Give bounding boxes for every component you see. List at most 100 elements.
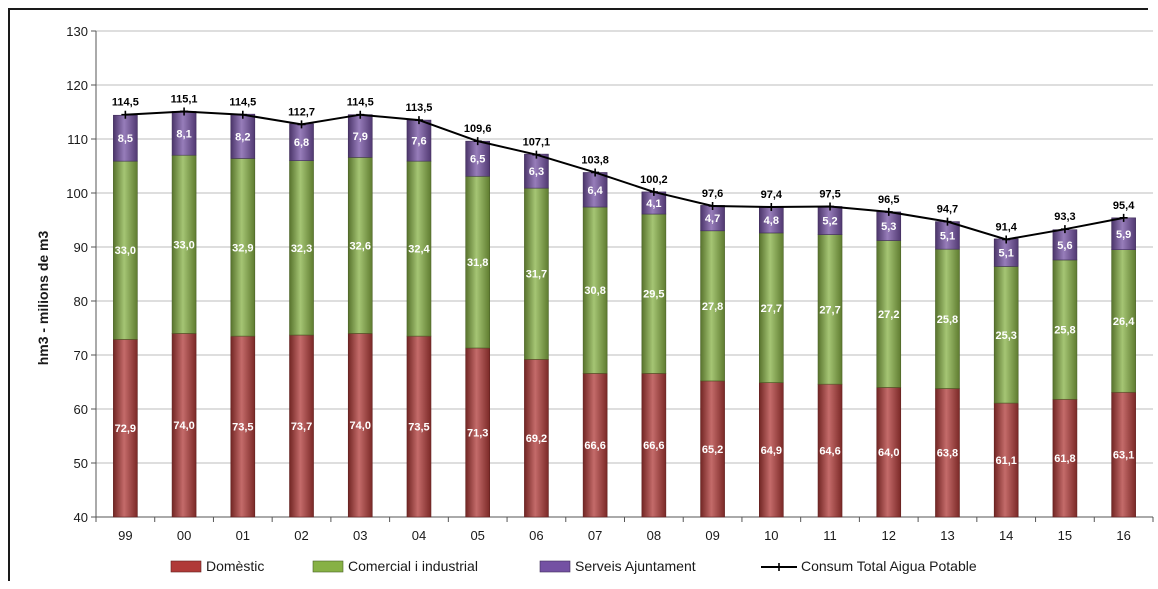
data-label: 5,1 <box>940 230 955 242</box>
x-tick-label: 04 <box>412 528 426 543</box>
x-tick-label: 09 <box>705 528 719 543</box>
data-label: 64,9 <box>761 445 782 457</box>
total-label: 100,2 <box>640 174 668 186</box>
bar-segment <box>465 140 490 177</box>
bar-segment <box>817 206 843 235</box>
x-tick-label: 16 <box>1116 528 1130 543</box>
x-tick-label: 11 <box>823 528 837 543</box>
bar-segment <box>113 160 138 340</box>
total-label: 114,5 <box>112 97 139 109</box>
total-label: 93,3 <box>1054 211 1075 223</box>
bar-segment <box>1052 259 1078 400</box>
bar-segment <box>113 114 138 162</box>
data-label: 6,8 <box>294 137 309 149</box>
bar-segment <box>171 154 197 334</box>
y-tick-label: 70 <box>74 348 88 363</box>
legend-swatch <box>539 560 571 573</box>
data-label: 29,5 <box>643 289 664 301</box>
total-label: 103,8 <box>581 154 609 166</box>
bar-segment <box>935 248 960 389</box>
line-marker <box>356 110 365 119</box>
data-label: 66,6 <box>643 440 664 452</box>
data-label: 64,6 <box>819 446 840 458</box>
data-label: 73,5 <box>408 422 429 434</box>
data-label: 5,1 <box>999 248 1014 260</box>
data-label: 5,6 <box>1057 240 1072 252</box>
total-label: 91,4 <box>995 221 1017 233</box>
data-label: 74,0 <box>173 420 194 432</box>
bar-segment <box>935 388 960 518</box>
bar-segment <box>524 359 549 518</box>
total-label: 97,6 <box>702 188 723 200</box>
legend-label: Serveis Ajuntament <box>575 558 696 574</box>
bar-segment <box>289 160 314 336</box>
line-marker <box>473 137 482 146</box>
data-label: 8,5 <box>118 133 133 145</box>
data-label: 32,4 <box>408 244 430 256</box>
data-label: 6,5 <box>470 154 485 166</box>
data-label: 7,6 <box>411 136 426 148</box>
bar-segment <box>1111 249 1136 393</box>
data-label: 25,8 <box>1054 325 1075 337</box>
bar-segment <box>230 335 256 518</box>
bar-segment <box>1111 391 1136 518</box>
bar-segment <box>465 175 490 349</box>
data-label: 27,8 <box>702 301 723 313</box>
bar-segment <box>582 206 608 374</box>
total-label: 114,5 <box>229 97 256 109</box>
line-marker <box>708 201 717 210</box>
y-tick-label: 110 <box>67 132 88 147</box>
y-tick-label: 100 <box>66 186 88 201</box>
bar-segment <box>171 333 197 518</box>
legend-label: Comercial i industrial <box>348 558 478 574</box>
y-tick-label: 50 <box>74 456 88 471</box>
data-label: 32,3 <box>291 243 312 255</box>
legend-swatch <box>170 560 202 573</box>
data-label: 32,9 <box>232 242 253 254</box>
line-marker <box>591 168 600 177</box>
bar-segment <box>993 402 1019 518</box>
bar-segment <box>406 160 432 337</box>
data-label: 69,2 <box>526 433 547 445</box>
data-label: 4,1 <box>646 198 661 210</box>
line-marker <box>826 202 835 211</box>
line-marker <box>1002 235 1011 244</box>
data-label: 73,5 <box>232 422 253 434</box>
line-marker <box>414 116 423 125</box>
y-tick-label: 80 <box>74 294 88 309</box>
line-marker <box>121 110 130 119</box>
line-marker <box>649 187 658 196</box>
line-marker <box>884 207 893 216</box>
x-tick-label: 03 <box>353 528 367 543</box>
bar-segment <box>1052 398 1078 518</box>
total-label: 113,5 <box>406 102 433 114</box>
y-tick-label: 120 <box>66 78 88 93</box>
bar-segment <box>935 221 960 250</box>
bar-segment <box>993 266 1019 404</box>
bar-segment <box>113 339 138 518</box>
total-label: 115,1 <box>171 93 198 105</box>
data-label: 6,3 <box>529 166 544 178</box>
data-label: 25,8 <box>937 314 958 326</box>
data-label: 27,7 <box>819 304 840 316</box>
data-label: 6,4 <box>587 185 603 197</box>
total-label: 114,5 <box>347 97 374 109</box>
data-label: 8,1 <box>176 128 191 140</box>
bar-segment <box>406 335 432 518</box>
bar-segment <box>876 240 902 388</box>
x-tick-label: 00 <box>177 528 191 543</box>
data-label: 65,2 <box>702 444 723 456</box>
bar-segment <box>347 114 373 158</box>
line-marker <box>532 150 541 159</box>
y-tick-label: 90 <box>74 240 88 255</box>
data-label: 64,0 <box>878 447 899 459</box>
bar-segment <box>817 383 843 518</box>
line-marker <box>1060 225 1069 234</box>
data-label: 33,0 <box>173 239 194 251</box>
data-label: 5,9 <box>1116 229 1131 241</box>
bar-segment <box>641 213 667 374</box>
data-label: 66,6 <box>584 440 605 452</box>
data-label: 32,6 <box>350 240 371 252</box>
line-marker <box>767 203 776 212</box>
data-label: 27,7 <box>761 303 782 315</box>
